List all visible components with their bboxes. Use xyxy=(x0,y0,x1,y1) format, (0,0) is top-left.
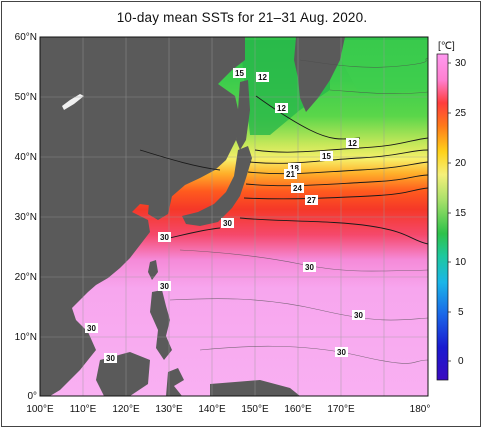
lon-label: 110°E xyxy=(70,404,97,415)
latitude-labels: 60°N 50°N 40°N 30°N 20°N 10°N 0° xyxy=(15,32,37,402)
contour-labels: 15 12 12 12 15 18 21 24 27 30 30 30 30 3… xyxy=(85,68,365,363)
colorbar-tick-label: 10 xyxy=(455,257,467,268)
svg-text:30: 30 xyxy=(354,311,363,320)
kamchatka-peninsula xyxy=(294,37,345,112)
contour-label: 12 xyxy=(275,103,288,113)
svg-text:30: 30 xyxy=(87,324,96,333)
map-title: 10-day mean SSTs for 21–31 Aug. 2020. xyxy=(116,10,368,25)
lat-label: 10°N xyxy=(15,332,37,343)
contour-label: 30 xyxy=(335,347,348,357)
lon-label: 150°E xyxy=(241,404,269,415)
svg-text:21: 21 xyxy=(286,170,295,179)
contour-label: 24 xyxy=(291,183,304,193)
colorbar-tick-label: 30 xyxy=(455,58,467,69)
lon-label: 160°E xyxy=(284,404,312,415)
lon-label: 170°E xyxy=(327,404,355,415)
korea-peninsula xyxy=(148,186,172,220)
longitude-labels: 100°E 110°E 120°E 130°E 140°E 150°E 160°… xyxy=(26,404,430,415)
contour-label: 30 xyxy=(104,353,117,363)
lake-baikal xyxy=(62,94,84,110)
lat-label: 0° xyxy=(27,391,37,402)
svg-text:12: 12 xyxy=(258,73,267,82)
svg-text:27: 27 xyxy=(307,196,316,205)
sakhalin-island xyxy=(236,80,250,150)
contour-label: 27 xyxy=(305,195,318,205)
contour-label: 30 xyxy=(158,232,171,242)
contour-label: 18 xyxy=(288,163,301,173)
colorbar-tick-label: 15 xyxy=(455,208,467,219)
lon-label: 140°E xyxy=(198,404,226,415)
graticule xyxy=(40,37,428,396)
svg-text:30: 30 xyxy=(305,263,314,272)
map-border xyxy=(39,36,429,397)
contour-label: 15 xyxy=(320,151,333,161)
contour-label: 30 xyxy=(303,262,316,272)
svg-text:12: 12 xyxy=(348,139,357,148)
contour-label: 21 xyxy=(284,169,297,179)
lat-label: 40°N xyxy=(15,152,37,163)
colorbar-ramp xyxy=(436,53,449,381)
colorbar-unit: [℃] xyxy=(438,41,455,52)
svg-text:24: 24 xyxy=(293,184,302,193)
philippines-islands xyxy=(150,290,172,360)
contour-label: 12 xyxy=(346,138,359,148)
svg-text:12: 12 xyxy=(277,104,286,113)
contour-label: 15 xyxy=(233,68,246,78)
svg-text:18: 18 xyxy=(290,164,299,173)
contour-label: 30 xyxy=(85,323,98,333)
japan-islands xyxy=(182,146,252,226)
contour-label: 30 xyxy=(158,281,171,291)
isotherms-light xyxy=(169,57,428,364)
lon-label: 130°E xyxy=(155,404,183,415)
svg-text:30: 30 xyxy=(223,219,232,228)
colorbar-tick-label: 25 xyxy=(455,108,467,119)
svg-text:30: 30 xyxy=(160,233,169,242)
taiwan-island xyxy=(148,260,158,280)
lat-label: 20°N xyxy=(15,272,37,283)
colorbar-tick-label: 0 xyxy=(458,356,464,367)
lat-label: 60°N xyxy=(15,32,37,43)
colorbar-tick-label: 5 xyxy=(458,307,464,318)
contour-label: 30 xyxy=(221,218,234,228)
lon-label: 180° xyxy=(410,404,431,415)
svg-text:30: 30 xyxy=(160,282,169,291)
asia-landmass xyxy=(40,37,245,396)
svg-text:30: 30 xyxy=(337,348,346,357)
svg-text:15: 15 xyxy=(235,69,244,78)
lat-label: 50°N xyxy=(15,92,37,103)
colorbar-tick-label: 20 xyxy=(455,158,467,169)
lon-label: 100°E xyxy=(26,404,54,415)
contour-label: 30 xyxy=(352,310,365,320)
svg-text:30: 30 xyxy=(106,354,115,363)
colorbar: [℃] 30 25 20 15 10 5 0 xyxy=(436,41,467,381)
lat-label: 30°N xyxy=(15,212,37,223)
colorbar-ticks xyxy=(448,62,451,362)
svg-text:15: 15 xyxy=(322,152,331,161)
sulawesi-island xyxy=(166,368,184,396)
contour-label: 12 xyxy=(256,72,269,82)
lon-label: 120°E xyxy=(112,404,140,415)
